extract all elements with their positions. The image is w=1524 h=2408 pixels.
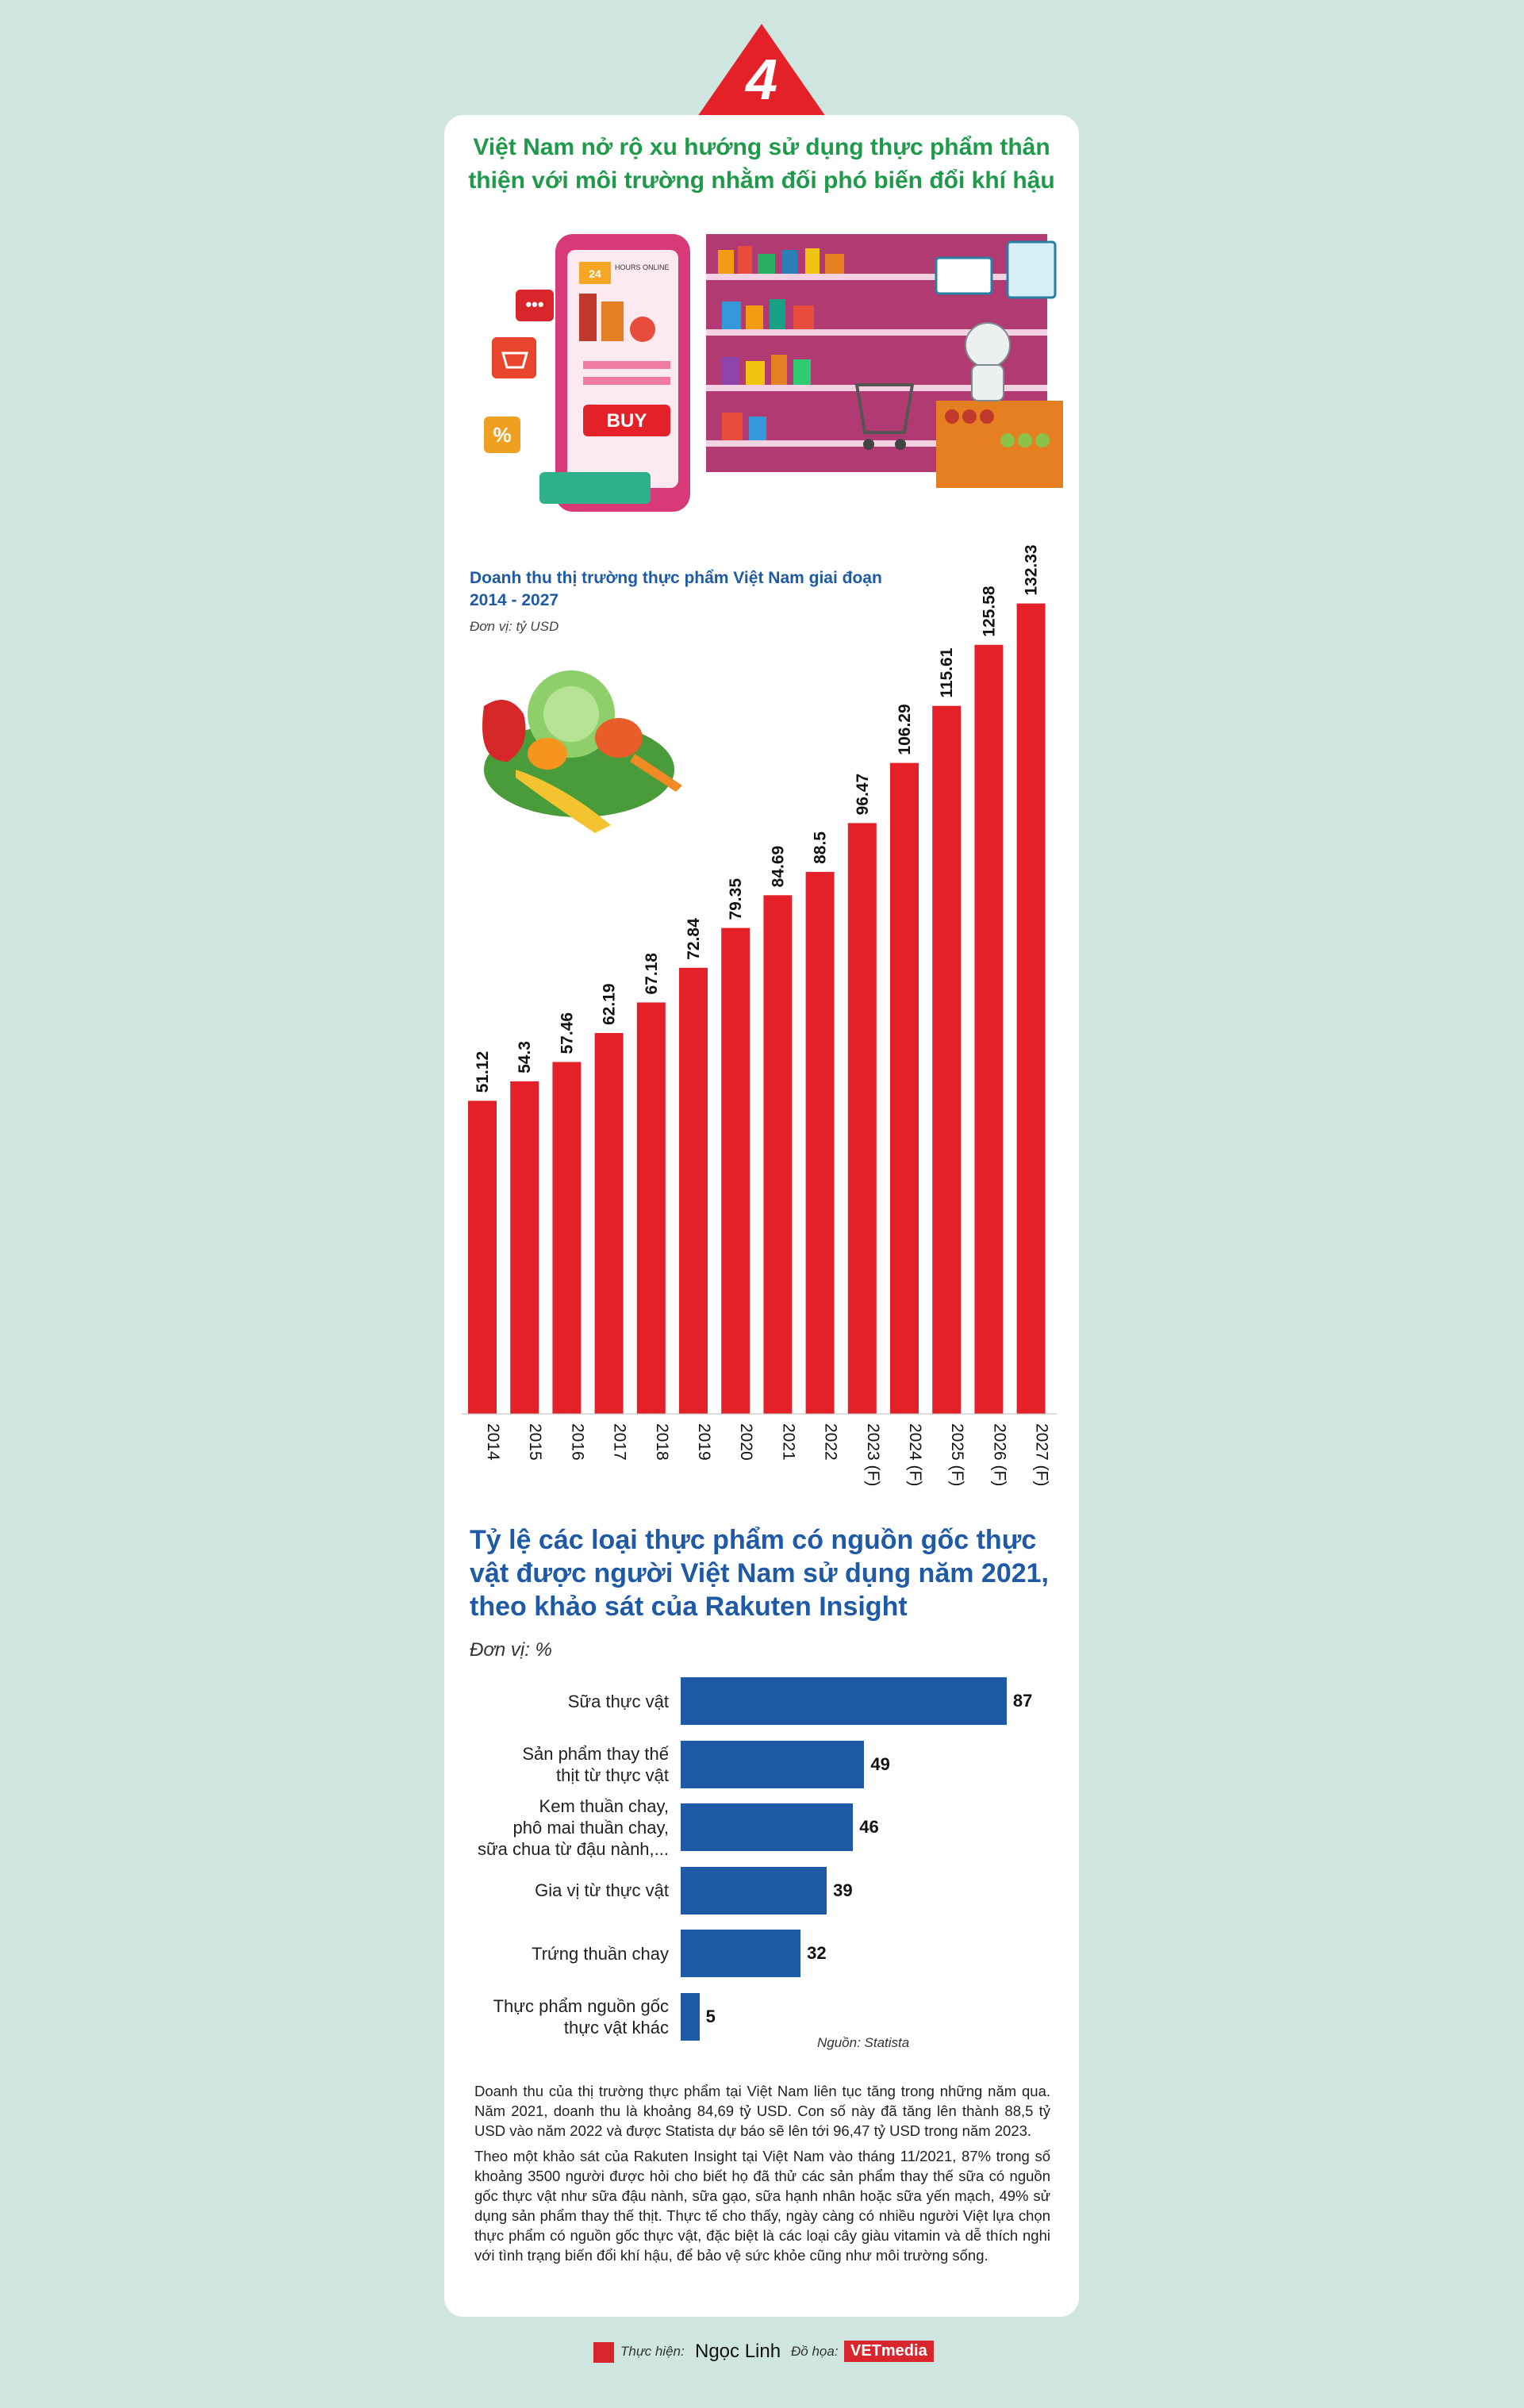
hbar-category-label: Kem thuần chay, phô mai thuần chay, sữa … [477,1795,669,1859]
credits: Thực hiện: Ngọc Linh Đồ họa: VETmedia [0,2341,1524,2364]
svg-text:•••: ••• [525,294,543,314]
vetmedia-logo: VETmedia [844,2341,934,2362]
chart1-unit: Đơn vị: tỷ USD [470,619,559,634]
chart2-unit: Đơn vị: % [470,1639,552,1661]
body-paragraph-1: Doanh thu của thị trường thực phẩm tại V… [474,2083,1050,2139]
body-paragraph-2: Theo một khảo sát của Rakuten Insight tạ… [474,2148,1050,2264]
author-name: Ngọc Linh [695,2341,781,2362]
hbar-category-label: Sữa thực vật [567,1691,669,1711]
hbar-category-label: Sản phẩm thay thế thịt từ thực vật [522,1743,669,1785]
hbar-category-label: Gia vị từ thực vật [535,1880,669,1900]
hbar-value-label: 32 [807,1943,827,1963]
hbar-value-label: 87 [1012,1691,1033,1711]
hbar-value-label: 39 [833,1880,853,1900]
design-label: Đồ họa: [791,2344,839,2359]
hbar [681,1992,700,2041]
hbar-value-label: 5 [705,2006,716,2026]
hbar-value-label: 46 [859,1817,879,1837]
author-label: Thực hiện: [620,2344,685,2359]
online-shopping-illustration: ••• % 24 HOURS ONLINE BUY [484,234,1063,512]
hbar [681,1866,827,1914]
section-number-badge [690,24,833,127]
vegetables-illustration [482,670,682,833]
hbar [681,1740,865,1788]
section-number: 4 [745,48,778,112]
hbar [681,1677,1007,1725]
svg-text:%: % [493,423,511,447]
svg-text:BUY: BUY [607,410,647,432]
svg-text:HOURS ONLINE: HOURS ONLINE [615,263,670,271]
chart2-title: Tỷ lệ các loại thực phẩm có nguồn gốc th… [470,1525,1049,1622]
svg-text:24: 24 [589,267,601,280]
chart1-title: Doanh thu thị trường thực phẩm Việt Nam … [470,569,882,609]
author-icon [593,2342,614,2363]
hbar-value-label: 49 [870,1753,890,1774]
page-title: Việt Nam nở rộ xu hướng sử dụng thực phẩ… [468,134,1055,194]
hbar-category-label: Thực phẩm nguồn gốc thực vật khác [493,1995,669,2037]
hbar-category-label: Trứng thuần chay [532,1943,669,1964]
chart2-source: Nguồn: Statista [817,2035,910,2050]
hbar [681,1930,801,1977]
hbar [681,1803,854,1851]
